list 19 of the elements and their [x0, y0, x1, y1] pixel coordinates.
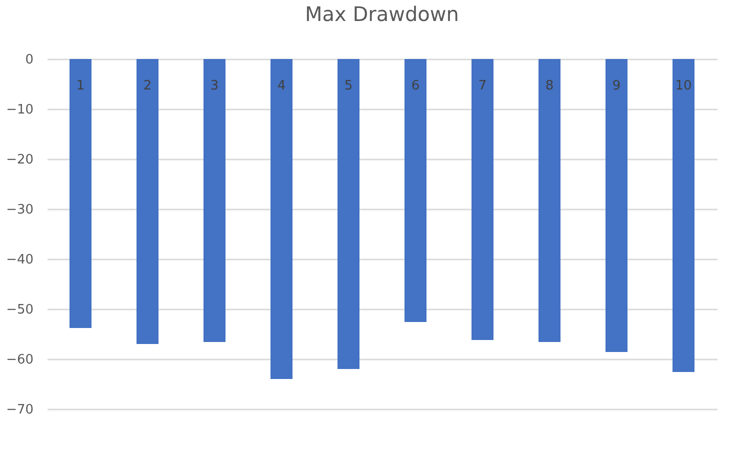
y-tick-label: −10: [6, 102, 34, 118]
x-tick-label: 4: [277, 78, 286, 94]
x-tick-label: 7: [478, 78, 487, 94]
y-tick-label: −20: [6, 152, 34, 168]
y-tick-label: −50: [6, 302, 34, 318]
x-tick-label: 2: [143, 78, 152, 94]
x-tick-label: 6: [411, 78, 420, 94]
y-tick-label: −70: [6, 402, 34, 418]
x-tick-label: 10: [675, 78, 692, 94]
x-tick-label: 9: [612, 78, 621, 94]
x-tick-label: 3: [210, 78, 219, 94]
x-tick-label: 8: [545, 78, 554, 94]
y-tick-label: −40: [6, 252, 34, 268]
x-tick-label: 5: [344, 78, 353, 94]
y-tick-label: −60: [6, 352, 34, 368]
x-tick-label: 1: [76, 78, 85, 94]
y-tick-label: −30: [6, 202, 34, 218]
y-tick-label: 0: [25, 52, 34, 68]
chart-title: Max Drawdown: [305, 2, 459, 26]
